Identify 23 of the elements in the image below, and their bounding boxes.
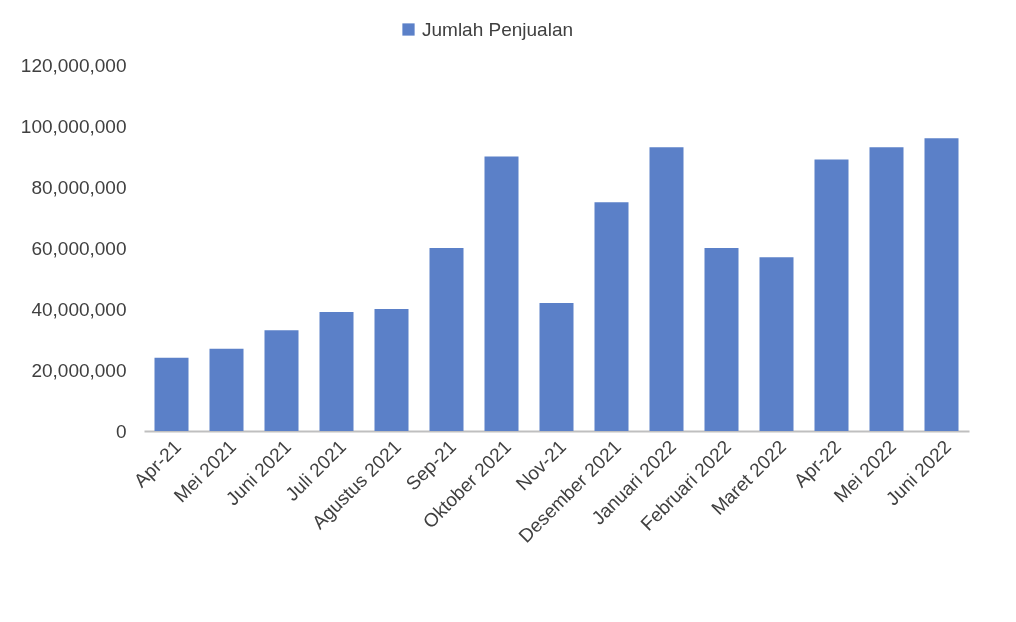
legend-label: Jumlah Penjualan — [422, 18, 574, 40]
bar — [374, 309, 409, 431]
bar — [759, 257, 794, 431]
bar — [539, 302, 574, 431]
bar — [209, 348, 244, 431]
bar — [594, 202, 629, 431]
bar — [869, 147, 904, 431]
bar — [649, 147, 684, 431]
bar — [484, 156, 519, 431]
bar — [704, 248, 739, 431]
y-tick-label: 60,000,000 — [31, 237, 127, 259]
y-tick-label: 0 — [115, 420, 127, 442]
bar — [264, 330, 299, 431]
bar — [429, 248, 464, 431]
y-tick-label: 100,000,000 — [20, 115, 127, 137]
bar — [924, 138, 959, 431]
y-tick-label: 20,000,000 — [31, 359, 127, 381]
y-tick-label: 40,000,000 — [31, 298, 127, 320]
bar — [814, 159, 849, 431]
bar — [319, 312, 354, 431]
y-tick-label: 120,000,000 — [20, 54, 127, 76]
bar — [154, 357, 189, 431]
y-tick-label: 80,000,000 — [31, 176, 127, 198]
